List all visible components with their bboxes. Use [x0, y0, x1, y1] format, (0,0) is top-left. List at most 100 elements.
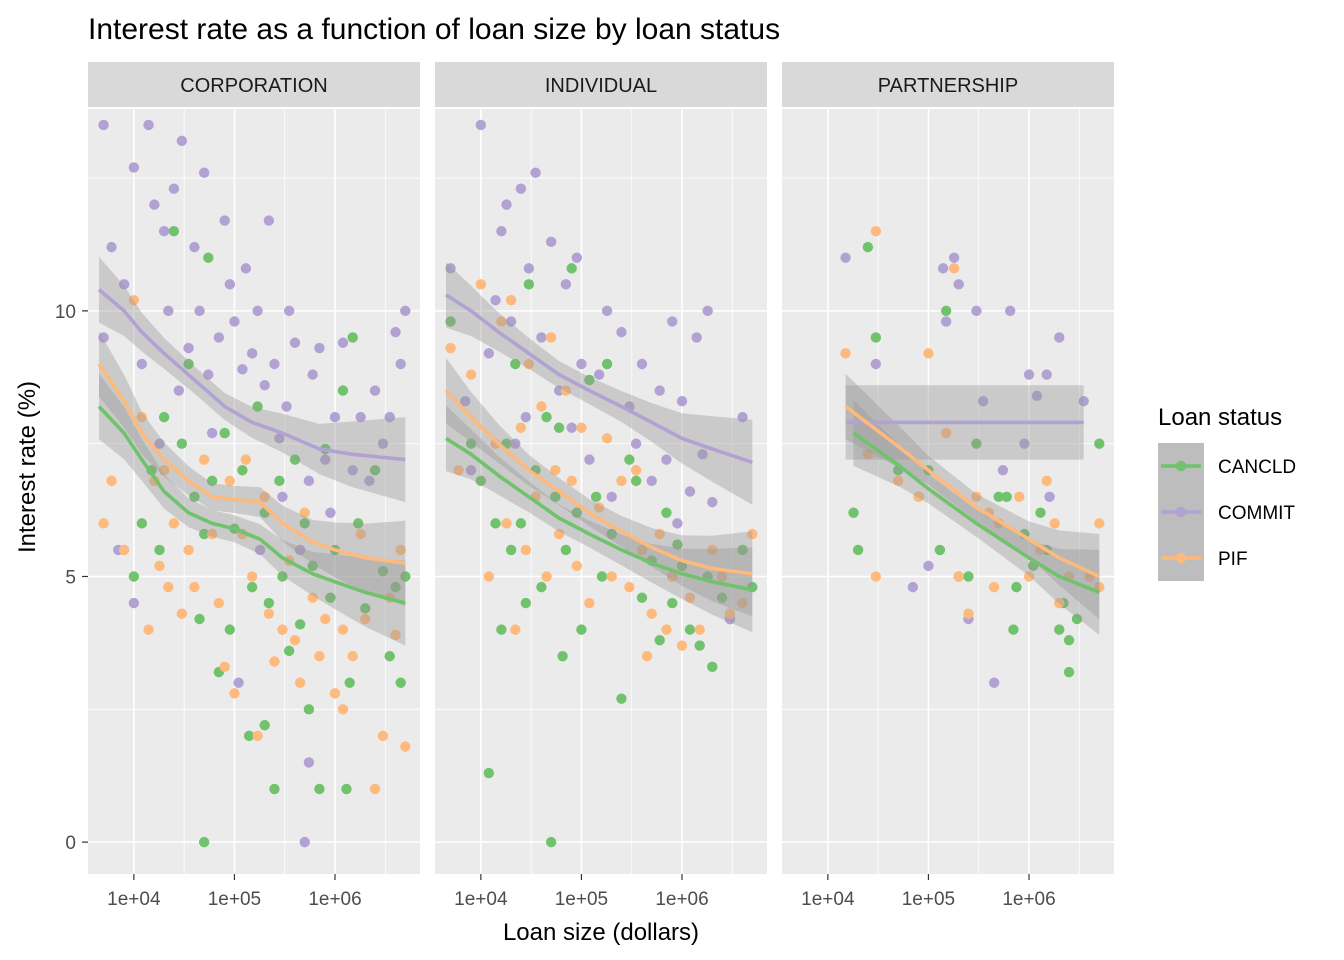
data-point: [252, 401, 263, 412]
data-point: [400, 571, 411, 582]
data-point: [303, 704, 315, 715]
data-point: [545, 236, 557, 248]
data-point: [106, 241, 117, 253]
y-axis-title: Interest rate (%): [14, 381, 41, 553]
data-point: [934, 544, 946, 556]
data-point: [453, 465, 464, 476]
data-point: [206, 528, 218, 540]
data-point: [283, 305, 295, 317]
data-point: [747, 528, 758, 540]
data-point: [892, 475, 904, 487]
data-point: [325, 592, 336, 603]
data-point: [977, 395, 989, 407]
data-point: [848, 507, 859, 518]
data-point: [154, 560, 165, 572]
data-point: [707, 544, 718, 556]
data-point: [654, 528, 665, 540]
data-point: [520, 544, 532, 556]
data-point: [515, 422, 527, 433]
data-point: [862, 241, 874, 253]
data-point: [176, 135, 188, 147]
data-point: [189, 581, 200, 593]
confidence-band: [845, 373, 1100, 619]
facet-strip-label: INDIVIDUAL: [545, 75, 657, 97]
data-point: [997, 465, 1009, 476]
data-point: [347, 332, 358, 343]
data-point: [913, 491, 924, 503]
data-point: [475, 119, 487, 131]
data-point: [940, 305, 952, 317]
smooth-line: [97, 288, 406, 462]
data-point: [654, 635, 665, 646]
data-point: [593, 369, 605, 380]
data-point: [246, 571, 258, 582]
data-point: [1001, 491, 1012, 503]
data-point: [584, 597, 595, 609]
data-point: [515, 183, 527, 194]
data-point: [672, 539, 683, 550]
data-point: [971, 491, 982, 503]
data-point: [940, 316, 952, 327]
data-point: [283, 645, 295, 657]
data-point: [294, 619, 306, 630]
legend-label: PIF: [1218, 549, 1248, 570]
data-point: [483, 571, 495, 582]
data-point: [923, 348, 934, 359]
facet-strip-label: PARTNERSHIP: [878, 75, 1018, 97]
data-point: [584, 454, 595, 465]
data-point: [233, 677, 244, 688]
data-point: [390, 581, 401, 593]
data-point: [870, 571, 882, 582]
data-point: [307, 560, 318, 572]
data-point: [870, 332, 882, 343]
data-point: [907, 581, 919, 593]
data-point: [505, 316, 517, 327]
data-point: [154, 438, 165, 449]
data-point: [98, 332, 109, 343]
data-point: [1023, 571, 1035, 582]
x-tick-label: 1e+04: [801, 889, 855, 910]
data-point: [213, 597, 225, 609]
data-point: [219, 661, 230, 673]
data-point: [661, 454, 672, 465]
data-point: [560, 385, 572, 396]
data-point: [303, 757, 315, 768]
data-point: [213, 332, 225, 343]
data-point: [229, 688, 240, 699]
data-point: [289, 337, 301, 348]
data-point: [158, 225, 170, 237]
smooth-line: [445, 293, 753, 465]
data-point: [445, 316, 456, 327]
data-point: [395, 358, 406, 370]
data-point: [553, 528, 565, 540]
data-point: [571, 560, 583, 572]
panel-content: [97, 119, 411, 848]
chart-title: Interest rate as a function of loan size…: [88, 13, 780, 46]
data-point: [840, 348, 851, 359]
data-point: [281, 401, 292, 412]
data-point: [314, 342, 325, 354]
smooth-line: [852, 431, 1100, 595]
data-point: [198, 167, 210, 178]
data-point: [550, 491, 561, 503]
data-point: [384, 411, 395, 423]
data-point: [963, 571, 974, 582]
data-point: [128, 571, 140, 582]
data-point: [240, 263, 252, 274]
data-point: [988, 677, 1000, 688]
data-point: [536, 332, 547, 343]
data-point: [523, 279, 535, 290]
data-point: [654, 385, 665, 396]
data-point: [624, 454, 635, 465]
x-tick-label: 1e+05: [555, 889, 608, 910]
data-point: [1044, 491, 1055, 503]
data-point: [971, 305, 982, 317]
x-tick-label: 1e+04: [454, 889, 508, 910]
data-point: [1011, 581, 1022, 593]
data-point: [106, 475, 117, 487]
data-point: [128, 295, 140, 306]
data-point: [1049, 518, 1060, 529]
y-tick-label: 0: [65, 833, 76, 854]
data-point: [206, 427, 218, 439]
data-point: [963, 608, 974, 619]
